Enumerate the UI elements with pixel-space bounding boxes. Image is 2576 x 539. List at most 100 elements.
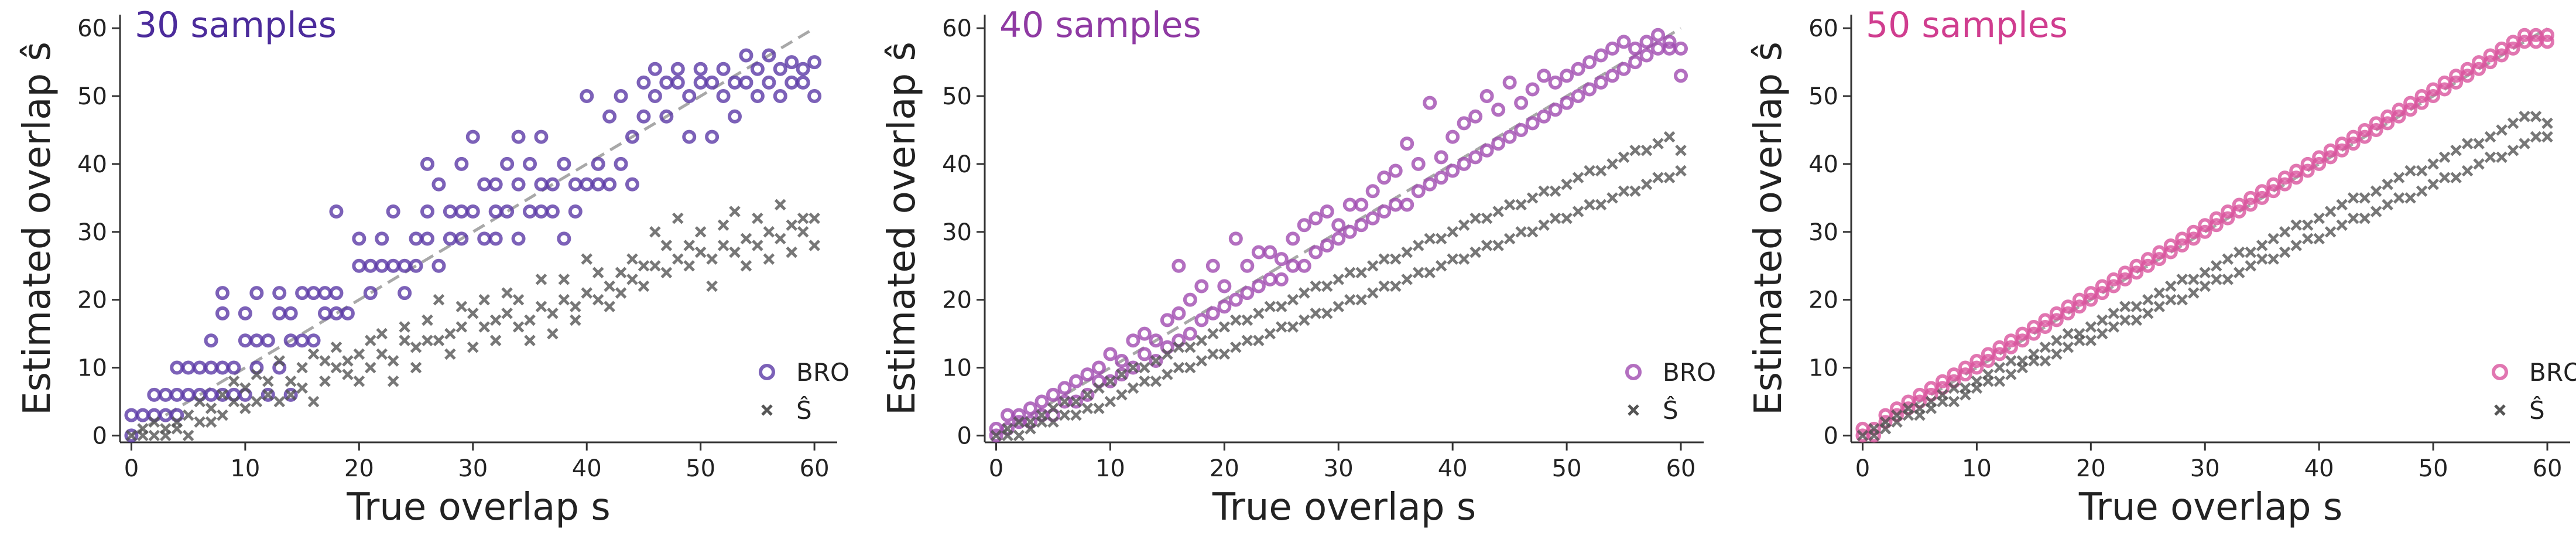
bro-point	[1286, 258, 1300, 273]
bro-point	[1502, 129, 1517, 144]
x-tick-label: 60	[1666, 455, 1696, 482]
bro-point	[602, 109, 617, 124]
s-hat-point	[217, 389, 228, 401]
s-hat-point	[307, 395, 320, 408]
s-hat-point	[2438, 151, 2451, 163]
bro-point	[1091, 360, 1106, 375]
chart-panel-1: 0 10 20 30 40 50 60 0 10 20 30 40 50 60 True overlap s…	[16, 5, 849, 529]
s-hat-point	[570, 314, 581, 326]
s-hat-point	[1993, 361, 2006, 374]
chart-title: 50 samples	[1866, 5, 2068, 46]
x-tick-label: 20	[2076, 455, 2106, 482]
bro-point	[2118, 272, 2132, 286]
y-tick-label: 30	[942, 219, 972, 246]
bro-point	[1274, 272, 1289, 286]
y-tick-label: 0	[957, 422, 972, 449]
bro-point	[2255, 190, 2269, 205]
s-hat-point	[296, 382, 308, 394]
y-tick-label: 30	[1808, 219, 1838, 246]
bro-point	[1674, 69, 1688, 83]
s-hat-point	[262, 389, 274, 401]
bro-point	[1445, 163, 1460, 178]
s-hat-point	[740, 260, 752, 272]
bro-point	[170, 360, 184, 375]
bro-point	[2243, 197, 2258, 212]
s-hat-point	[1002, 423, 1013, 435]
bro-point	[1560, 95, 1574, 110]
s-hat-point	[2359, 212, 2371, 224]
s-hat-point	[148, 429, 160, 442]
y-axis-label: Estimated overlap ŝ	[1747, 42, 1790, 415]
s-hat-point	[1150, 375, 1162, 387]
legend-bro-marker	[1625, 364, 1642, 380]
bro-point	[1411, 156, 1426, 171]
bro-point	[625, 177, 639, 192]
bro-point	[272, 286, 287, 301]
s-hat-point	[2165, 294, 2177, 306]
bro-point	[2437, 82, 2452, 97]
s-hat-point	[2119, 314, 2131, 326]
s-hat-point	[2461, 138, 2474, 149]
s-hat-point	[1401, 246, 1413, 258]
s-hat-point	[1195, 355, 1208, 367]
s-hat-point	[1150, 355, 1162, 367]
bro-point	[989, 428, 1003, 443]
s-hat-point	[1412, 267, 1424, 279]
bro-point	[398, 258, 412, 273]
s-hat-point	[2051, 348, 2063, 360]
s-hat-point	[1652, 172, 1664, 183]
s-hat-point	[2176, 294, 2188, 306]
s-hat-point	[2416, 165, 2428, 177]
s-hat-point	[194, 416, 205, 428]
legend-s-hat-marker	[761, 404, 773, 416]
bro-point	[318, 286, 332, 301]
s-hat-point	[1207, 328, 1219, 340]
bro-point	[352, 258, 366, 273]
y-tick-label: 50	[77, 83, 107, 110]
s-hat-point	[786, 219, 797, 231]
bro-point	[420, 156, 434, 171]
bro-point	[1183, 326, 1197, 341]
y-tick-label: 20	[77, 287, 107, 314]
s-hat-point	[729, 246, 741, 258]
bro-point	[648, 89, 662, 104]
s-hat-point	[547, 308, 559, 319]
s-hat-point	[2028, 348, 2040, 360]
s-hat-point	[1230, 314, 1242, 326]
s-hat-point	[2393, 172, 2405, 183]
y-tick-label: 40	[77, 151, 107, 178]
bro-point	[557, 231, 571, 246]
s-hat-point	[649, 226, 661, 238]
x-tick-label: 20	[1210, 455, 1239, 482]
bro-point	[454, 156, 469, 171]
bro-point	[1240, 258, 1255, 273]
bro-point	[545, 177, 560, 192]
s-hat-point	[1184, 361, 1196, 374]
bro-point	[386, 258, 400, 273]
x-tick-label: 30	[1324, 455, 1354, 482]
s-hat-point	[2039, 355, 2051, 367]
bro-point	[1103, 347, 1118, 361]
s-hat-point	[2450, 144, 2462, 156]
s-hat-point	[1139, 375, 1150, 387]
s-hat-point	[535, 274, 547, 285]
s-hat-point	[660, 267, 673, 279]
y-tick-label: 20	[1808, 287, 1838, 314]
y-tick-label: 50	[942, 83, 972, 110]
s-hat-point	[1561, 212, 1573, 224]
s-hat-point	[1675, 165, 1687, 177]
bro-point	[1377, 170, 1392, 185]
bro-point	[215, 286, 229, 301]
bro-point	[614, 89, 628, 104]
bro-point	[1160, 313, 1174, 328]
bro-point	[670, 62, 685, 76]
bro-point	[534, 204, 549, 219]
bro-point	[705, 75, 720, 90]
s-hat-point	[660, 240, 673, 251]
s-hat-point	[752, 212, 763, 224]
s-hat-point	[273, 355, 285, 367]
bro-point	[2175, 238, 2190, 253]
s-hat-point	[2279, 246, 2291, 258]
y-tick-label: 20	[942, 287, 972, 314]
s-hat-point	[2290, 240, 2302, 251]
